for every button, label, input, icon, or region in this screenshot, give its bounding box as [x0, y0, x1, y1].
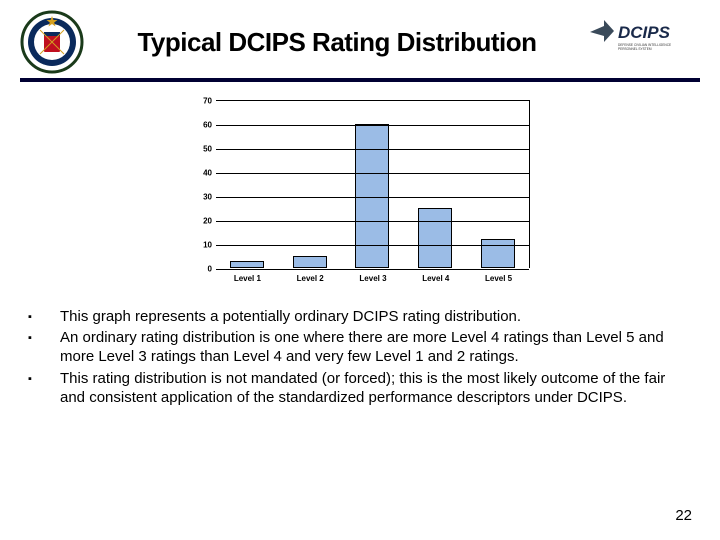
- header: Typical DCIPS Rating Distribution DCIPS …: [0, 0, 720, 74]
- chart-y-tick: 70: [203, 97, 216, 106]
- chart-gridline: [216, 149, 529, 150]
- chart-bar: [293, 256, 327, 268]
- chart-plot: 706050403020100: [216, 100, 530, 268]
- chart-x-label: Level 2: [293, 274, 327, 283]
- bullet-marker-icon: ▪: [28, 328, 60, 366]
- chart-bar: [481, 239, 515, 268]
- bullet-text: An ordinary rating distribution is one w…: [60, 328, 692, 366]
- page-number: 22: [675, 507, 692, 524]
- chart-x-label: Level 4: [419, 274, 453, 283]
- bullet-text: This rating distribution is not mandated…: [60, 369, 692, 407]
- svg-text:PERSONNEL SYSTEM: PERSONNEL SYSTEM: [618, 47, 652, 51]
- chart-y-tick: 20: [203, 217, 216, 226]
- dcips-logo-text: DCIPS: [618, 23, 671, 42]
- chart-y-tick: 10: [203, 241, 216, 250]
- chart-gridline: [216, 197, 529, 198]
- bullet-item: ▪An ordinary rating distribution is one …: [28, 328, 692, 366]
- bullet-text: This graph represents a potentially ordi…: [60, 307, 692, 326]
- bullet-list: ▪This graph represents a potentially ord…: [28, 307, 692, 407]
- page-title: Typical DCIPS Rating Distribution: [84, 27, 590, 58]
- bullet-marker-icon: ▪: [28, 369, 60, 407]
- dcips-logo: DCIPS DEFENSE CIVILIAN INTELLIGENCE PERS…: [590, 16, 700, 69]
- rating-distribution-chart: 706050403020100 Level 1Level 2Level 3Lev…: [190, 100, 530, 283]
- bullet-item: ▪This rating distribution is not mandate…: [28, 369, 692, 407]
- chart-x-label: Level 1: [230, 274, 264, 283]
- chart-gridline: [216, 269, 529, 270]
- header-divider: [20, 78, 700, 82]
- army-seal-icon: [20, 10, 84, 74]
- chart-y-tick: 40: [203, 169, 216, 178]
- bullet-marker-icon: ▪: [28, 307, 60, 326]
- chart-x-labels: Level 1 Level 2 Level 3 Level 4 Level 5: [216, 274, 530, 283]
- chart-x-label: Level 3: [356, 274, 390, 283]
- chart-x-label: Level 5: [482, 274, 516, 283]
- chart-gridline: [216, 173, 529, 174]
- chart-y-tick: 50: [203, 145, 216, 154]
- chart-y-tick: 30: [203, 193, 216, 202]
- chart-bar: [230, 261, 264, 268]
- bullet-item: ▪This graph represents a potentially ord…: [28, 307, 692, 326]
- chart-bar: [418, 208, 452, 268]
- chart-y-tick: 60: [203, 121, 216, 130]
- chart-y-tick: 0: [208, 265, 216, 274]
- chart-gridline: [216, 125, 529, 126]
- chart-gridline: [216, 221, 529, 222]
- chart-bar: [355, 124, 389, 268]
- chart-gridline: [216, 245, 529, 246]
- chart-bars: [216, 101, 529, 268]
